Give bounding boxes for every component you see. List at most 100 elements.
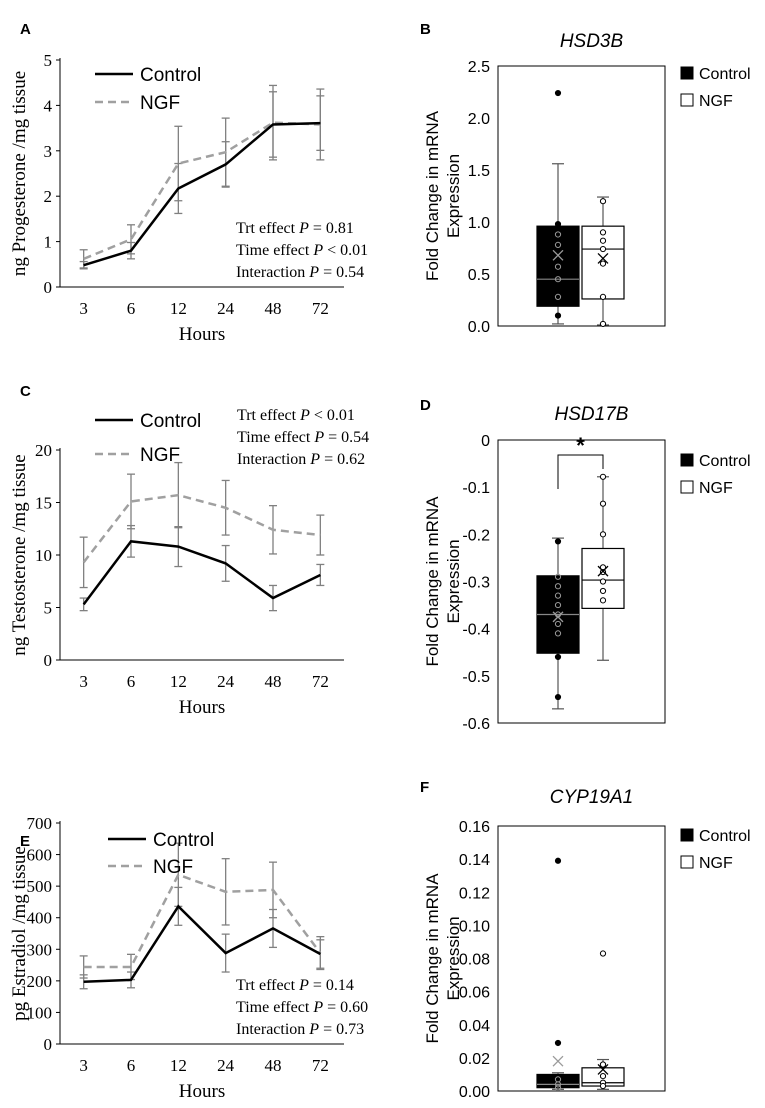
data-point-ngf xyxy=(599,473,607,480)
data-point-ngf xyxy=(599,260,607,267)
legend-swatch-ngf xyxy=(680,93,694,107)
stat-p: P xyxy=(298,977,309,994)
x-tick-label: 12 xyxy=(170,1056,187,1075)
y-tick-label: 0.08 xyxy=(459,952,490,969)
series-line-ngf xyxy=(83,873,322,969)
y-tick-label: 0.06 xyxy=(459,985,490,1002)
y-tick-label: 300 xyxy=(27,940,53,959)
x-tick-label: 24 xyxy=(217,672,235,691)
data-point-control xyxy=(554,1084,562,1091)
mean-marker-control xyxy=(552,611,564,623)
y-axis-label: ng Testosterone /mg tissue xyxy=(9,454,30,656)
panel-label-c: C xyxy=(20,383,31,400)
mean-marker-control xyxy=(552,249,564,261)
stat-annotation: Interaction P = 0.54 xyxy=(236,264,364,281)
x-axis-label: Hours xyxy=(179,1081,225,1102)
data-point-control xyxy=(554,293,562,300)
stat-label: Time effect xyxy=(237,429,314,446)
x-tick-label: 6 xyxy=(127,299,136,318)
x-tick-label: 72 xyxy=(312,1056,329,1075)
data-point-ngf xyxy=(599,578,607,585)
stat-label: Trt effect xyxy=(236,977,299,994)
legend-swatch-control xyxy=(680,828,694,842)
y-tick-label: 0.02 xyxy=(459,1051,490,1068)
x-tick-label: 24 xyxy=(217,1056,235,1075)
data-point-ngf xyxy=(599,500,607,507)
data-point-control xyxy=(554,89,562,97)
y-tick-label: 1 xyxy=(44,233,53,252)
y-tick-label: -0.2 xyxy=(462,527,490,544)
data-point-control xyxy=(554,263,562,270)
mean-marker-ngf xyxy=(597,565,609,577)
data-point-control xyxy=(554,220,562,228)
y-tick-label: -0.4 xyxy=(462,622,490,639)
data-point-control xyxy=(554,1039,562,1047)
y-tick-label: 0 xyxy=(44,278,53,297)
legend-label-ngf: NGF xyxy=(140,445,180,466)
x-tick-label: 12 xyxy=(170,672,187,691)
y-tick-label: 3 xyxy=(44,142,53,161)
stat-p: P xyxy=(298,220,309,237)
y-tick-label: 0.0 xyxy=(468,319,490,336)
x-axis-label: Hours xyxy=(179,324,225,345)
chart-title: HSD3B xyxy=(560,31,624,52)
data-point-control xyxy=(554,592,562,599)
legend-swatch-control xyxy=(680,66,694,80)
data-point-ngf xyxy=(599,531,607,538)
stat-annotation: Trt effect P = 0.81 xyxy=(236,220,354,237)
data-point-ngf xyxy=(599,950,607,957)
x-tick-label: 6 xyxy=(127,672,136,691)
y-tick-label: 1.0 xyxy=(468,215,490,232)
stat-p: P xyxy=(313,429,324,446)
legend-label-ngf: NGF xyxy=(140,93,180,114)
series-line-control xyxy=(82,540,321,606)
legend-label-ngf: NGF xyxy=(699,855,733,872)
x-tick-label: 12 xyxy=(170,299,187,318)
panel-label-e: E xyxy=(20,833,30,850)
y-tick-label: 400 xyxy=(27,909,53,928)
plot-frame xyxy=(497,65,666,327)
plot-frame xyxy=(497,439,666,724)
panel-label-a: A xyxy=(20,21,31,38)
stat-label: Trt effect xyxy=(237,407,300,424)
mean-marker-control xyxy=(552,1055,564,1067)
y-tick-label: 0.00 xyxy=(459,1084,490,1101)
data-point-control xyxy=(554,1081,562,1088)
stat-value: = 0.73 xyxy=(319,1021,364,1038)
y-tick-label: 1.5 xyxy=(468,163,490,180)
stat-p: P xyxy=(299,407,310,424)
stat-value: = 0.54 xyxy=(319,264,364,281)
stat-label: Interaction xyxy=(236,1021,309,1038)
x-tick-label: 48 xyxy=(265,672,282,691)
stat-value: = 0.62 xyxy=(320,451,365,468)
data-point-ngf xyxy=(599,1072,607,1080)
y-axis-label-line: Expression xyxy=(444,916,463,1000)
stat-annotation: Interaction P = 0.62 xyxy=(237,451,365,468)
stat-p: P xyxy=(312,242,323,259)
series-line-ngf xyxy=(82,493,321,564)
y-tick-label: 0 xyxy=(44,651,53,670)
legend-label-control: Control xyxy=(140,65,201,86)
stat-value: < 0.01 xyxy=(323,242,368,259)
stat-annotation: Time effect P = 0.60 xyxy=(236,999,368,1016)
stat-value: = 0.54 xyxy=(324,429,369,446)
y-tick-label: 5 xyxy=(44,599,53,618)
y-tick-label: 20 xyxy=(35,441,52,460)
y-tick-label: 4 xyxy=(44,96,53,115)
y-tick-label: 0.04 xyxy=(459,1018,490,1035)
plot-frame xyxy=(497,825,666,1092)
x-tick-label: 72 xyxy=(312,672,329,691)
series-line-control xyxy=(83,121,321,267)
data-point-ngf xyxy=(599,597,607,604)
y-tick-label: 15 xyxy=(35,494,52,513)
legend-swatch-control xyxy=(680,453,694,467)
data-point-ngf xyxy=(599,1061,607,1068)
stat-annotation: Interaction P = 0.73 xyxy=(236,1021,364,1038)
y-tick-label: 0.10 xyxy=(459,918,490,935)
y-tick-label: 500 xyxy=(27,877,53,896)
legend-label-control: Control xyxy=(140,411,201,432)
y-tick-label: 0.14 xyxy=(459,852,490,869)
y-axis-label: pg Estradiol /mg tissue xyxy=(9,846,30,1021)
stat-label: Interaction xyxy=(236,264,309,281)
